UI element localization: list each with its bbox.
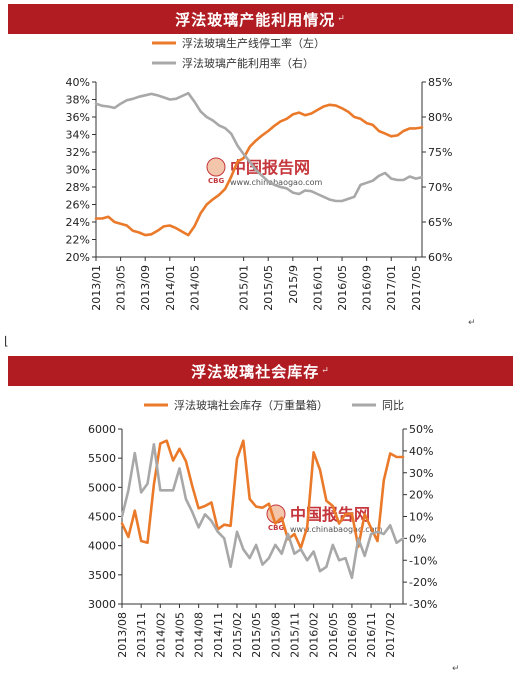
legend-label-1: 浮法玻璃产能利用率（右） (182, 56, 314, 70)
x-axis-tick-label: 2017/01 (385, 265, 398, 311)
right-axis-tick-label: 80% (428, 111, 452, 124)
right-axis-tick-label: -10% (409, 554, 437, 567)
right-axis-tick-label: 20% (409, 489, 433, 502)
left-axis-tick-label: 6000 (88, 423, 116, 436)
left-axis-tick-label: 34% (66, 129, 90, 142)
watermark-logo-icon (206, 157, 226, 177)
right-axis-tick-label: 10% (409, 511, 433, 524)
x-axis-tick-label: 2013/11 (135, 612, 148, 658)
left-axis-tick-label: 4000 (88, 540, 116, 553)
left-axis-tick-label: 28% (66, 181, 90, 194)
series-line-0 (120, 439, 405, 550)
watermark-cn-text: 中国报告网 (290, 505, 370, 524)
x-axis-tick-label: 2014/08 (193, 612, 206, 658)
x-axis-tick-label: 2014/05 (188, 265, 201, 311)
right-axis-tick-label: 50% (409, 423, 433, 436)
left-axis-tick-label: 3500 (88, 569, 116, 582)
right-axis-tick-label: 60% (428, 251, 452, 264)
x-axis-tick-label: 2015/01 (238, 265, 251, 311)
left-axis-tick-label: 5500 (88, 452, 116, 465)
left-axis-tick-label: 30% (66, 164, 90, 177)
x-axis-tick-label: 2016/11 (365, 612, 378, 658)
x-axis-tick-label: 2016/08 (346, 612, 359, 658)
series-line-0 (94, 103, 424, 237)
left-axis-tick-label: 32% (66, 146, 90, 159)
left-axis-tick-label: 38% (66, 94, 90, 107)
left-axis-tick-label: 5000 (88, 481, 116, 494)
x-axis-tick-label: 2013/08 (116, 612, 129, 658)
social-inventory-chart: 3000 3500 4000 4500 5000 5500 6000 -30% -20% -10%… (88, 398, 437, 658)
right-axis-tick-label: 65% (428, 216, 452, 229)
left-axis-tick-label: 40% (66, 76, 90, 89)
x-axis-tick-label: 2015/11 (288, 612, 301, 658)
x-axis-tick-label: 2015/08 (269, 612, 282, 658)
chart-title-inventory: 浮法玻璃社会库存 ↵ (8, 356, 513, 386)
right-axis-tick-label: 75% (428, 146, 452, 159)
x-axis-tick-label: 2016/05 (327, 612, 340, 658)
watermark-url-text: www.chinabaogao.com (230, 178, 323, 187)
x-axis-tick-label: 2016/05 (336, 265, 349, 311)
right-axis-tick-label: 40% (409, 445, 433, 458)
left-axis-tick-label: 36% (66, 111, 90, 124)
series-line-1 (94, 91, 424, 203)
x-axis-tick-label: 2017/05 (410, 265, 423, 311)
legend-label-1: 同比 (382, 399, 404, 412)
right-axis-tick-label: -20% (409, 576, 437, 589)
x-axis-tick-label: 2016/09 (361, 265, 374, 311)
x-axis-tick-label: 2013/09 (139, 265, 152, 311)
paragraph-mark-icon: ↵ (452, 664, 460, 674)
right-axis-tick-label: 85% (428, 76, 452, 89)
x-axis-tick-label: 2014/05 (173, 612, 186, 658)
left-axis-tick-label: 26% (66, 199, 90, 212)
x-axis-tick-label: 2015/05 (262, 265, 275, 311)
x-axis-tick-label: 2013/05 (115, 265, 128, 311)
x-axis-tick-label: 2015/02 (231, 612, 244, 658)
x-axis-tick-label: 2015/05 (250, 612, 263, 658)
watermark-logo-text: CBG (208, 177, 224, 185)
chart-title-capacity: 浮法玻璃产能利用情况 ↵ (8, 4, 513, 34)
x-axis-tick-label: 2015/9 (287, 265, 300, 304)
x-axis-tick-label: 2014/02 (154, 612, 167, 658)
chart-title-capacity-text: 浮法玻璃产能利用情况 (175, 10, 336, 29)
watermark-logo-text: CBG (268, 524, 284, 532)
left-axis-tick-label: 22% (66, 234, 90, 247)
left-axis-tick-label: 4500 (88, 511, 116, 524)
left-axis-tick-label: 3000 (88, 598, 116, 611)
x-axis-tick-label: 2016/01 (311, 265, 324, 311)
legend-label-0: 浮法玻璃生产线停工率（左） (182, 36, 325, 50)
text-cursor-icon: ⌊ (4, 334, 9, 348)
left-axis-tick-label: 24% (66, 216, 90, 229)
x-axis-tick-label: 2017/02 (384, 612, 397, 658)
x-axis-tick-label: 2016/02 (308, 612, 321, 658)
legend-label-0: 浮法玻璃社会库存（万重量箱） (174, 398, 328, 412)
watermark-cn-text: 中国报告网 (230, 158, 310, 177)
right-axis-tick-label: -30% (409, 598, 437, 611)
right-axis-tick-label: 30% (409, 467, 433, 480)
right-axis-tick-label: 0% (409, 532, 426, 545)
chart-title-inventory-text: 浮法玻璃社会库存 (191, 362, 320, 381)
x-axis-tick-label: 2014/01 (164, 265, 177, 311)
left-axis-tick-label: 20% (66, 251, 90, 264)
series-line-1 (120, 442, 405, 580)
capacity-utilization-chart: 20% 22% 24% 26% 28% 30% 32% 34% 36% 38% 40% 60% 65% 7… (66, 36, 453, 311)
paragraph-mark-icon: ↵ (468, 318, 476, 328)
paragraph-mark-icon: ↵ (337, 14, 346, 24)
x-axis-tick-label: 2013/01 (90, 265, 103, 311)
x-axis-tick-label: 2014/11 (212, 612, 225, 658)
right-axis-tick-label: 70% (428, 181, 452, 194)
watermark-url-text: www.chinabaogao.com (290, 525, 383, 534)
paragraph-mark-icon: ↵ (321, 366, 330, 376)
